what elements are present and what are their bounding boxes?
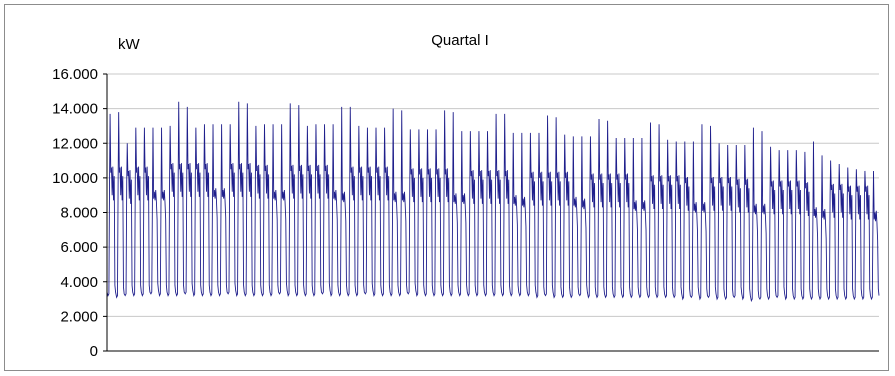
y-tick-label: 10.000 xyxy=(52,170,98,187)
y-axis-unit-label: kW xyxy=(118,36,141,53)
y-axis-ticks: 0 2.000 4.000 6.000 8.000 10.000 12.000 14.000 1… xyxy=(52,66,107,360)
y-tick-label: 0 xyxy=(90,343,98,360)
y-tick-label: 8.000 xyxy=(60,205,98,222)
y-tick-label: 14.000 xyxy=(52,101,98,118)
y-tick-label: 2.000 xyxy=(60,308,98,325)
grid-lines xyxy=(107,73,879,317)
chart-title: Quartal I xyxy=(431,32,489,49)
y-tick-label: 6.000 xyxy=(60,239,98,256)
series-line xyxy=(106,101,880,303)
y-tick-label: 12.000 xyxy=(52,135,98,152)
y-tick-label: 4.000 xyxy=(60,274,98,291)
y-tick-label: 16.000 xyxy=(52,66,98,83)
